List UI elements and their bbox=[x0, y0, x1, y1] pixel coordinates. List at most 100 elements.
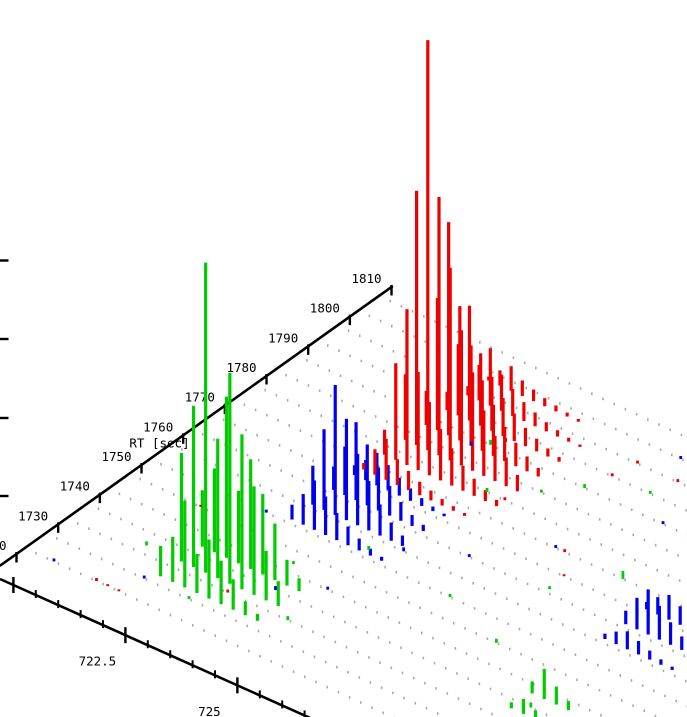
scan-dot bbox=[91, 577, 93, 581]
scan-dot bbox=[398, 621, 401, 624]
scan-dot bbox=[568, 382, 571, 385]
scan-dot bbox=[506, 426, 508, 430]
noise-speck bbox=[529, 702, 533, 708]
scan-dot bbox=[649, 639, 652, 642]
scan-dot bbox=[504, 401, 507, 405]
intensity-stick bbox=[462, 512, 467, 516]
scan-dot bbox=[373, 560, 375, 564]
intensity-stick bbox=[388, 485, 392, 516]
intensity-stick bbox=[224, 396, 229, 558]
scan-dot bbox=[285, 544, 287, 548]
scan-dot bbox=[444, 667, 447, 670]
scan-dot bbox=[560, 427, 563, 430]
scan-dot bbox=[153, 533, 156, 536]
noise-speck bbox=[679, 456, 683, 460]
scan-dot bbox=[182, 473, 185, 476]
scan-dot bbox=[392, 349, 395, 353]
scan-dot bbox=[432, 465, 435, 469]
scan-dot bbox=[411, 651, 413, 655]
intensity-stick bbox=[200, 490, 204, 547]
scan-dot bbox=[267, 439, 270, 442]
noise-speck bbox=[226, 589, 230, 593]
scan-dot bbox=[281, 665, 284, 668]
intensity-stick bbox=[410, 514, 414, 526]
scan-dot bbox=[486, 637, 489, 640]
intensity-stick bbox=[406, 470, 411, 491]
intensity-stick bbox=[657, 605, 661, 640]
scan-dot bbox=[201, 604, 204, 607]
scan-dot bbox=[509, 476, 511, 480]
scan-dot bbox=[483, 587, 486, 590]
scan-dot bbox=[533, 512, 535, 515]
scan-dot bbox=[174, 518, 177, 521]
scan-dot bbox=[488, 491, 491, 495]
scan-dot bbox=[464, 627, 466, 630]
scan-dot bbox=[257, 458, 260, 462]
scan-dot bbox=[307, 384, 310, 387]
intensity-stick bbox=[554, 686, 558, 705]
scan-dot bbox=[176, 543, 178, 547]
scan-dot bbox=[427, 561, 430, 564]
scan-dot bbox=[621, 528, 623, 531]
scan-dot bbox=[360, 530, 362, 534]
scan-dot bbox=[568, 552, 570, 556]
scan-dot bbox=[417, 581, 420, 584]
scan-dot bbox=[289, 449, 292, 452]
scan-dot bbox=[582, 437, 585, 441]
scan-dot bbox=[619, 503, 622, 506]
scan-dot bbox=[381, 515, 383, 519]
scan-dot bbox=[440, 591, 442, 595]
mz-axis-line bbox=[0, 577, 311, 717]
scan-dot bbox=[438, 566, 441, 570]
intensity-stick bbox=[231, 579, 235, 610]
scan-dot bbox=[475, 461, 478, 465]
scan-dot bbox=[507, 622, 510, 626]
scan-dot bbox=[349, 354, 351, 358]
scan-dot bbox=[491, 371, 494, 374]
intensity-stick bbox=[509, 702, 513, 709]
scan-dot bbox=[342, 595, 345, 599]
scan-dot bbox=[244, 599, 247, 603]
intensity-stick bbox=[523, 427, 528, 447]
scan-dot bbox=[245, 428, 247, 432]
scan-dot bbox=[456, 672, 458, 675]
intensity-stick bbox=[171, 536, 175, 582]
scan-dot bbox=[349, 525, 351, 528]
scan-dot bbox=[225, 639, 228, 643]
noise-speck bbox=[326, 586, 330, 590]
intensity-stick bbox=[418, 481, 422, 496]
scan-dot bbox=[181, 448, 183, 451]
scan-dot bbox=[500, 692, 503, 696]
scan-dot bbox=[513, 552, 516, 555]
scan-dot bbox=[588, 708, 591, 712]
intensity-stick bbox=[236, 490, 241, 564]
scan-dot bbox=[632, 704, 634, 707]
scan-dot bbox=[236, 644, 239, 648]
scan-dot bbox=[259, 484, 262, 487]
intensity-stick bbox=[566, 701, 571, 711]
scan-dot bbox=[451, 426, 454, 429]
scan-dot bbox=[504, 572, 506, 575]
scan-dot bbox=[435, 687, 437, 690]
scan-dot bbox=[323, 635, 325, 639]
scan-dot bbox=[334, 640, 337, 644]
scan-dot bbox=[214, 634, 217, 637]
rt-tick-label: 1740 bbox=[60, 479, 90, 494]
scan-dot bbox=[328, 369, 331, 372]
scan-dot bbox=[554, 497, 556, 501]
scan-dot bbox=[550, 618, 553, 621]
scan-dot bbox=[112, 562, 114, 566]
scan-dot bbox=[645, 563, 647, 567]
scan-dot bbox=[173, 493, 175, 496]
scan-dot bbox=[317, 364, 319, 367]
scan-dot bbox=[491, 542, 494, 545]
noise-speck bbox=[504, 437, 508, 442]
scan-dot bbox=[651, 664, 654, 667]
scan-dot bbox=[685, 509, 687, 512]
scan-dot bbox=[289, 620, 292, 623]
scan-dot bbox=[602, 397, 604, 401]
scan-dot bbox=[493, 567, 495, 570]
scan-dot bbox=[480, 707, 482, 711]
